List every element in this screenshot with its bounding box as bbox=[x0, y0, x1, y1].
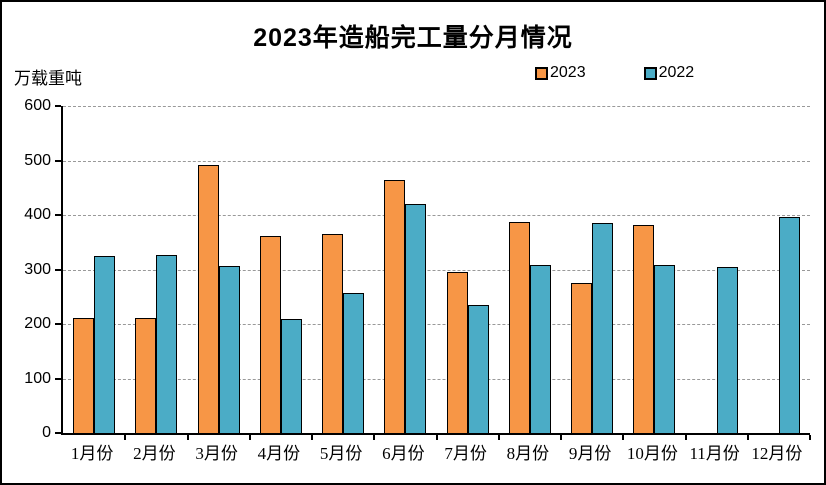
y-axis-tick-label-400: 400 bbox=[24, 206, 51, 223]
y-axis-tick bbox=[55, 432, 61, 434]
y-axis-tick bbox=[55, 214, 61, 216]
bar-2022-3月份 bbox=[218, 265, 240, 433]
bar-2022-7月份 bbox=[467, 304, 489, 433]
x-axis-tick bbox=[622, 435, 625, 440]
bar-2022-10月份 bbox=[654, 265, 676, 433]
y-axis-tick bbox=[55, 377, 61, 380]
x-axis-label-10月份: 10月份 bbox=[626, 444, 678, 463]
bar-2022-8月份 bbox=[529, 265, 551, 433]
x-axis-tick bbox=[809, 435, 811, 440]
bar-2023-5月份 bbox=[322, 233, 344, 433]
gridline-400 bbox=[63, 215, 810, 216]
x-axis-tick bbox=[311, 435, 313, 440]
x-axis-label-12月份: 12月份 bbox=[751, 444, 803, 463]
y-axis-tick bbox=[55, 159, 61, 162]
bar-2023-9月份 bbox=[571, 282, 593, 433]
bar-2022-4月份 bbox=[280, 319, 302, 433]
gridline-500 bbox=[63, 160, 810, 162]
y-axis-tick-label-200: 200 bbox=[24, 315, 51, 332]
x-axis-tick bbox=[435, 435, 438, 440]
y-axis-tick bbox=[55, 323, 61, 325]
y-axis-tick-label-300: 300 bbox=[24, 260, 51, 278]
x-axis-tick bbox=[124, 435, 127, 440]
x-axis-tick bbox=[497, 435, 500, 440]
x-axis-label-3月份: 3月份 bbox=[195, 444, 238, 463]
gridline-200 bbox=[63, 324, 810, 325]
x-axis-tick bbox=[373, 435, 376, 440]
x-axis-tick bbox=[186, 435, 189, 440]
y-axis-tick bbox=[55, 268, 61, 271]
bar-2023-4月份 bbox=[259, 235, 281, 433]
x-axis-label-2月份: 2月份 bbox=[133, 444, 176, 463]
x-axis-label-11月份: 11月份 bbox=[689, 444, 740, 463]
legend-swatch-2023-icon bbox=[535, 66, 548, 80]
gridline-600 bbox=[63, 106, 810, 107]
y-axis-tick-label-100: 100 bbox=[24, 369, 51, 387]
bar-2023-10月份 bbox=[633, 225, 655, 433]
x-axis-label-4月份: 4月份 bbox=[257, 444, 301, 463]
bar-2022-12月份 bbox=[778, 217, 800, 433]
bar-2023-6月份 bbox=[384, 180, 406, 433]
x-axis-tick bbox=[746, 435, 749, 440]
x-axis-label-5月份: 5月份 bbox=[319, 444, 363, 463]
bar-2022-5月份 bbox=[343, 293, 365, 433]
bar-2023-2月份 bbox=[135, 318, 157, 433]
bar-2023-7月份 bbox=[446, 272, 468, 433]
gridline-300 bbox=[63, 269, 810, 271]
bar-2023-3月份 bbox=[197, 164, 219, 433]
x-axis-label-9月份: 9月份 bbox=[568, 444, 612, 463]
x-axis-tick bbox=[684, 435, 687, 440]
x-axis-tick bbox=[248, 435, 251, 440]
bar-2023-8月份 bbox=[508, 221, 530, 433]
x-axis-tick bbox=[560, 435, 562, 440]
x-axis-label-6月份: 6月份 bbox=[382, 444, 425, 463]
y-axis-unit-label: 万载重吨 bbox=[14, 69, 82, 88]
legend-swatch-2022-icon bbox=[643, 66, 657, 80]
legend: 2023 2022 bbox=[535, 64, 694, 82]
x-axis-label-8月份: 8月份 bbox=[506, 444, 550, 463]
legend-item-2023: 2023 bbox=[535, 64, 586, 82]
x-axis-label-1月份: 1月份 bbox=[70, 444, 114, 463]
bar-2022-9月份 bbox=[592, 223, 614, 433]
x-axis-label-7月份: 7月份 bbox=[444, 444, 487, 463]
bar-2022-2月份 bbox=[156, 254, 178, 433]
bar-2022-1月份 bbox=[94, 255, 116, 433]
y-axis-tick-label-500: 500 bbox=[24, 151, 51, 169]
y-axis-tick bbox=[55, 105, 61, 107]
y-axis-tick-label-0: 0 bbox=[42, 424, 51, 441]
y-axis-tick-label-600: 600 bbox=[24, 97, 51, 114]
legend-label-2022: 2022 bbox=[658, 64, 695, 81]
gridline-100 bbox=[63, 378, 810, 380]
bar-2022-6月份 bbox=[405, 203, 427, 433]
bar-2023-1月份 bbox=[73, 318, 95, 433]
bar-2022-11月份 bbox=[716, 267, 738, 433]
plot-area bbox=[55, 105, 811, 440]
chart-title: 2023年造船完工量分月情况 bbox=[253, 24, 573, 52]
legend-item-2022: 2022 bbox=[643, 64, 695, 82]
legend-label-2023: 2023 bbox=[550, 64, 586, 81]
